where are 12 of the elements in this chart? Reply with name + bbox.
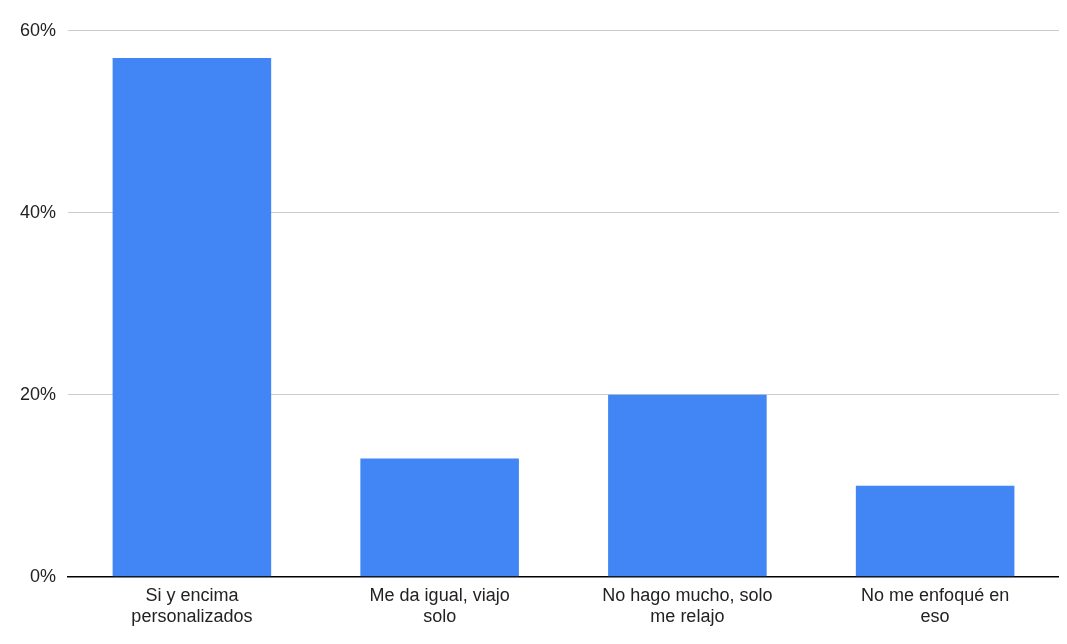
y-tick-label: 20%: [20, 383, 57, 404]
x-tick-label: Me da igual, viajo solo: [369, 584, 510, 627]
bar: [360, 458, 519, 577]
x-tick-label: No me enfoqué en eso: [861, 584, 1010, 627]
bar: [855, 485, 1015, 577]
bar: [608, 394, 767, 577]
x-tick-label: Si y encima personalizados: [131, 584, 253, 627]
x-tick-label: No hago mucho, solo me relajo: [602, 584, 773, 627]
bar: [112, 58, 272, 577]
y-tick-label: 40%: [20, 201, 57, 222]
y-tick-label: 60%: [20, 19, 57, 40]
y-tick-label: 0%: [30, 565, 57, 586]
